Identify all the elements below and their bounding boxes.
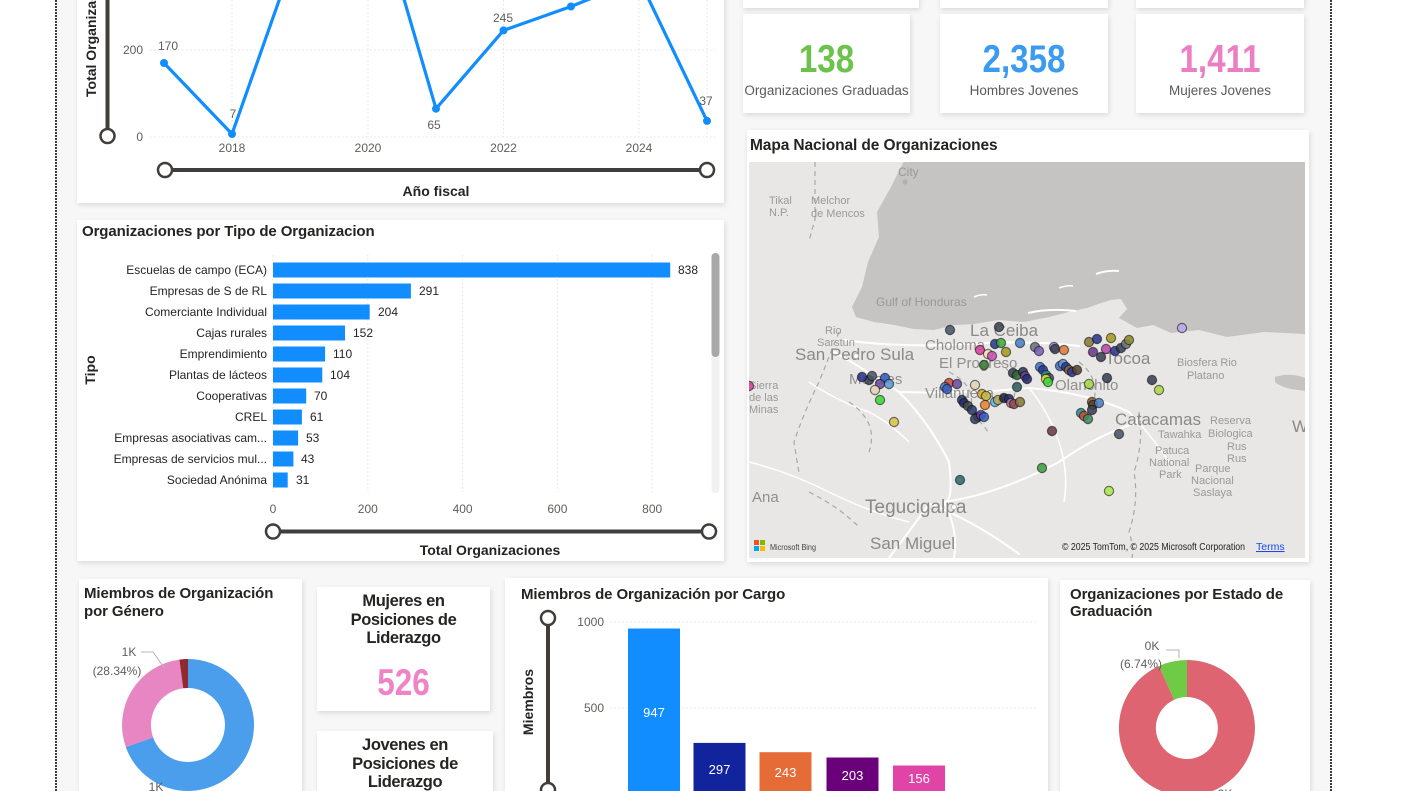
svg-text:947: 947 <box>643 705 665 720</box>
svg-text:0K: 0K <box>1145 639 1160 653</box>
svg-text:Tawahka: Tawahka <box>1158 429 1202 441</box>
svg-text:Sociedad Anónima: Sociedad Anónima <box>167 473 267 487</box>
svg-text:Comerciante Individual: Comerciante Individual <box>145 305 267 319</box>
svg-text:53: 53 <box>306 431 320 445</box>
svg-text:Melchor: Melchor <box>811 195 850 207</box>
svg-text:Ana: Ana <box>752 489 779 506</box>
svg-text:Choloma: Choloma <box>925 337 986 354</box>
svg-text:Miembros: Miembros <box>520 669 536 735</box>
svg-text:245: 245 <box>493 11 513 25</box>
svg-text:2018: 2018 <box>219 141 246 155</box>
svg-text:110: 110 <box>333 347 352 361</box>
svg-text:400: 400 <box>453 502 473 516</box>
svg-text:156: 156 <box>908 771 930 786</box>
svg-text:2K: 2K <box>1218 787 1233 791</box>
svg-text:Rio: Rio <box>825 325 842 337</box>
svg-text:Saslaya: Saslaya <box>1193 487 1233 499</box>
svg-text:Biologica: Biologica <box>1208 428 1254 440</box>
svg-text:500: 500 <box>584 701 604 715</box>
svg-text:152: 152 <box>353 326 373 340</box>
svg-text:2022: 2022 <box>490 141 517 155</box>
svg-text:0: 0 <box>136 130 143 144</box>
svg-text:61: 61 <box>310 410 324 424</box>
svg-text:Emprendimiento: Emprendimiento <box>180 347 268 361</box>
svg-text:National: National <box>1149 457 1189 469</box>
svg-text:El Progreso: El Progreso <box>939 355 1017 372</box>
svg-text:Microsoft Bing: Microsoft Bing <box>770 542 816 552</box>
svg-text:© 2025 TomTom, © 2025 Microsof: © 2025 TomTom, © 2025 Microsoft Corporat… <box>1062 542 1245 553</box>
svg-text:Empresas de S de RL: Empresas de S de RL <box>150 284 268 298</box>
svg-text:600: 600 <box>547 502 567 516</box>
svg-text:de Mencos: de Mencos <box>811 208 865 220</box>
svg-text:de las: de las <box>749 392 779 404</box>
svg-text:Total Organizaciones: Total Organizaciones <box>83 0 99 97</box>
svg-text:203: 203 <box>842 768 864 783</box>
svg-text:838: 838 <box>678 263 698 277</box>
svg-text:2024: 2024 <box>626 141 653 155</box>
svg-text:Catacamas: Catacamas <box>1115 410 1201 429</box>
svg-text:Sarstun: Sarstun <box>817 337 855 349</box>
svg-text:204: 204 <box>378 305 398 319</box>
svg-text:San Miguel: San Miguel <box>870 534 955 553</box>
svg-text:31: 31 <box>296 473 310 487</box>
svg-text:2020: 2020 <box>355 141 382 155</box>
svg-text:N.P.: N.P. <box>769 207 789 219</box>
svg-text:Reserva: Reserva <box>1210 415 1252 427</box>
svg-text:0: 0 <box>270 502 277 516</box>
svg-text:Rus: Rus <box>1227 441 1247 453</box>
svg-text:104: 104 <box>330 368 350 382</box>
svg-text:City: City <box>898 165 919 179</box>
svg-text:1000: 1000 <box>577 615 604 629</box>
svg-text:200: 200 <box>123 43 143 57</box>
svg-text:Gulf of Honduras: Gulf of Honduras <box>876 295 967 309</box>
svg-text:170: 170 <box>158 39 178 53</box>
svg-text:291: 291 <box>419 284 439 298</box>
svg-text:297: 297 <box>709 762 731 777</box>
svg-text:43: 43 <box>301 452 315 466</box>
svg-text:Empresas de servicios mul...: Empresas de servicios mul... <box>114 452 267 466</box>
svg-text:Tikal: Tikal <box>769 195 792 207</box>
svg-text:Terms: Terms <box>1256 541 1285 553</box>
svg-text:CREL: CREL <box>235 410 267 424</box>
svg-text:Minas: Minas <box>749 404 779 416</box>
svg-text:Patuca: Patuca <box>1155 445 1190 457</box>
svg-text:Biosfera Rio: Biosfera Rio <box>1177 357 1237 369</box>
svg-text:Tegucigalpa: Tegucigalpa <box>865 497 967 518</box>
svg-text:Was: Was <box>1292 417 1305 436</box>
svg-text:Sierra: Sierra <box>749 380 779 392</box>
svg-text:Plantas de lácteos: Plantas de lácteos <box>169 368 267 382</box>
svg-text:Año fiscal: Año fiscal <box>403 183 470 199</box>
svg-text:Cajas rurales: Cajas rurales <box>196 326 267 340</box>
svg-text:37: 37 <box>699 94 713 108</box>
svg-text:800: 800 <box>642 502 662 516</box>
svg-text:243: 243 <box>775 765 797 780</box>
svg-text:Tipo: Tipo <box>82 355 98 384</box>
svg-text:1K: 1K <box>122 645 137 659</box>
svg-text:Platano: Platano <box>1187 370 1224 382</box>
svg-text:Escuelas de campo (ECA): Escuelas de campo (ECA) <box>126 263 267 277</box>
svg-text:La Ceiba: La Ceiba <box>970 321 1039 340</box>
svg-text:Empresas asociativas cam...: Empresas asociativas cam... <box>114 431 267 445</box>
svg-text:65: 65 <box>427 118 441 132</box>
svg-text:Rus: Rus <box>1227 453 1247 465</box>
svg-text:7: 7 <box>230 107 237 121</box>
svg-text:Nacional: Nacional <box>1191 475 1234 487</box>
svg-text:Cooperativas: Cooperativas <box>196 389 267 403</box>
svg-text:70: 70 <box>314 389 328 403</box>
svg-text:200: 200 <box>358 502 378 516</box>
svg-text:Total Organizaciones: Total Organizaciones <box>420 542 561 558</box>
svg-text:(28.34%): (28.34%) <box>93 664 142 678</box>
svg-text:(6.74%): (6.74%) <box>1120 657 1162 671</box>
svg-text:1K: 1K <box>149 780 164 791</box>
svg-text:Parque: Parque <box>1195 463 1230 475</box>
svg-text:Park: Park <box>1159 469 1182 481</box>
